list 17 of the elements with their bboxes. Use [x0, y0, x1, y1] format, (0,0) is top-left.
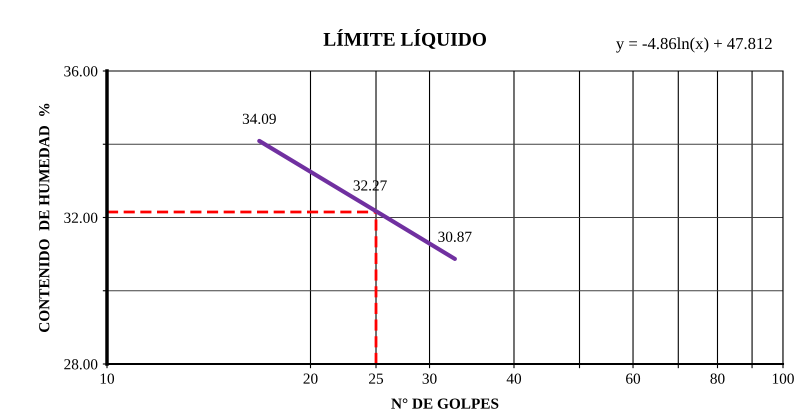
x-tick-label: 30 [422, 373, 437, 384]
text: y = -4.86ln(x) + 47.812 [616, 37, 772, 53]
data-label: 34.09 [242, 114, 276, 124]
data-label: 30.87 [438, 232, 472, 242]
x-tick-label: 20 [304, 373, 318, 384]
x-tick-label: 80 [710, 373, 725, 384]
y-tick-label: 36.00 [64, 66, 98, 77]
x-tick-label: 60 [626, 373, 640, 384]
x-tick-label: 25 [369, 374, 384, 384]
x-tick-label: 40 [506, 373, 522, 384]
x-tick-label: 10 [100, 373, 114, 384]
y-tick-label: 32.00 [64, 212, 98, 224]
x-tick-label: 100 [772, 373, 794, 384]
x-axis-title: N° DE GOLPES [391, 398, 498, 409]
y-tick-label: 28.00 [64, 359, 98, 370]
y-axis-title: CONTENIDO DE HUMEDAD % [39, 104, 50, 332]
chart-title: LÍMITE LÍQUIDO [324, 29, 486, 49]
